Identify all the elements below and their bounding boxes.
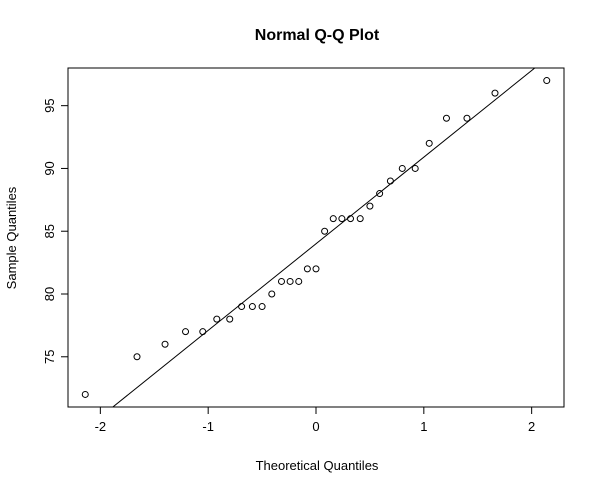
y-tick-label: 90 — [42, 161, 57, 175]
data-point — [347, 215, 355, 223]
data-point — [398, 164, 406, 172]
data-point — [491, 89, 499, 97]
data-point — [543, 77, 551, 85]
plot-frame — [67, 67, 565, 408]
data-point — [356, 215, 364, 223]
data-point — [238, 303, 246, 311]
data-point — [386, 177, 394, 185]
data-point — [425, 139, 433, 147]
chart-title: Normal Q-Q Plot — [255, 27, 380, 44]
data-point — [286, 277, 294, 285]
data-point — [411, 164, 419, 172]
data-point — [376, 190, 384, 198]
data-point — [312, 265, 320, 273]
y-tick-label: 80 — [42, 287, 57, 301]
x-tick-label: 1 — [420, 419, 427, 434]
data-point — [303, 265, 311, 273]
x-axis-label: Theoretical Quantiles — [256, 458, 379, 473]
x-tick-label: 0 — [312, 419, 319, 434]
plot-area — [81, 68, 551, 407]
y-axis: 75 80 85 90 95 — [42, 98, 68, 364]
data-point — [268, 290, 276, 298]
data-point — [248, 303, 256, 311]
x-tick-label: -2 — [95, 419, 107, 434]
data-point — [226, 315, 234, 323]
data-point — [338, 215, 346, 223]
y-axis-label: Sample Quantiles — [4, 186, 19, 289]
y-tick-label: 85 — [42, 224, 57, 238]
data-point — [277, 277, 285, 285]
data-point — [366, 202, 374, 210]
data-point — [442, 114, 450, 122]
data-point — [213, 315, 221, 323]
data-point — [295, 277, 303, 285]
x-tick-label: 2 — [528, 419, 535, 434]
data-point — [133, 353, 141, 361]
data-point — [81, 390, 89, 398]
data-point — [182, 328, 190, 336]
data-point — [321, 227, 329, 235]
data-point — [463, 114, 471, 122]
data-point — [258, 303, 266, 311]
y-tick-label: 75 — [42, 350, 57, 364]
data-point — [329, 215, 337, 223]
x-axis: -2 -1 0 1 2 — [95, 407, 535, 434]
data-point — [199, 328, 207, 336]
y-tick-label: 95 — [42, 98, 57, 112]
reference-line — [112, 68, 536, 407]
data-point — [161, 340, 169, 348]
x-tick-label: -1 — [202, 419, 214, 434]
